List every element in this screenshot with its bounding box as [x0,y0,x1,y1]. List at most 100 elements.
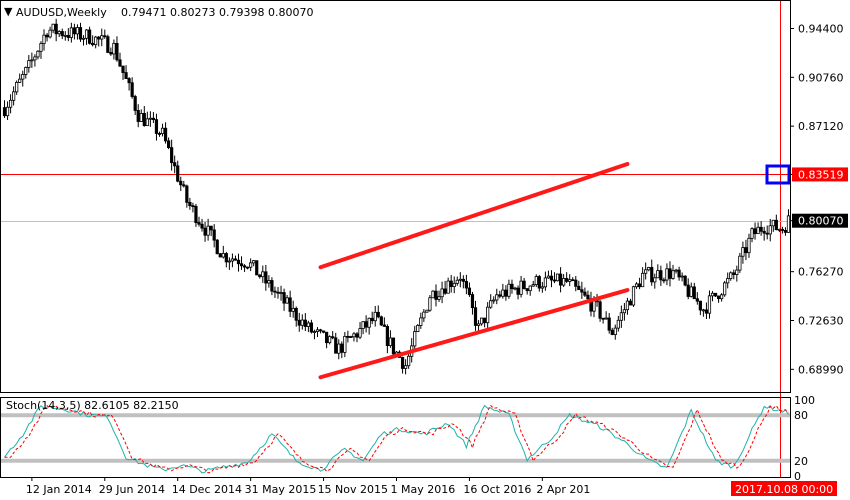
channel-upper-line[interactable] [318,161,630,270]
candle-body [130,82,134,97]
candle-body [167,140,171,148]
candle-body [54,23,58,35]
candle-body [145,118,149,127]
candle-body [492,299,496,302]
candle-body [139,113,143,122]
candle-body [334,337,338,354]
candle-body [331,336,335,339]
price-pane [0,0,791,477]
y-tick-label: 0.72630 [798,315,844,328]
candle-body [5,106,10,117]
candle-body [440,288,444,298]
candle-body [650,267,654,283]
candle-body [18,78,22,83]
candle-body [525,288,529,292]
candle-body [349,336,353,338]
candle-body [328,336,332,344]
symbol-title: AUDUSD,Weekly [16,6,107,19]
candle-body [604,317,608,320]
candle-body [157,133,162,135]
candle-body [185,185,189,203]
candle-body [36,50,40,58]
candle-body [458,278,462,281]
candle-body [385,326,389,347]
channel-lower-line[interactable] [318,288,630,380]
candle-body [203,227,207,236]
candle-body [218,253,222,258]
stoch-tick-label: 80 [794,409,808,422]
candle-body [619,312,623,321]
dropdown-arrow-icon[interactable]: ▼ [4,5,13,18]
candle-body [270,280,274,292]
candle-body [713,292,718,297]
candle-body [230,258,235,262]
candle-body [546,275,551,279]
candle-body [337,343,341,354]
time-badge-label: 2017.10.08 00:00 [735,483,833,496]
candle-body [163,127,168,142]
candle-body [151,117,156,120]
ohlc-values: 0.79471 0.80273 0.79398 0.80070 [121,6,313,19]
candle-body [735,269,739,275]
candle-body [723,282,727,296]
candle-body [343,335,347,353]
candle-body [136,110,140,122]
candle-body [641,272,645,288]
candle-body [127,78,131,84]
candle-body [48,29,52,38]
candle-body [680,275,684,278]
candle-body [744,247,748,254]
candle-body [24,67,28,75]
candle-body [212,229,216,241]
y-tick-label: 0.94400 [798,22,844,35]
candle-body [12,91,16,101]
candle-body [252,260,256,264]
candle-body [598,301,602,319]
candle-body [571,279,575,282]
candle-body [373,311,377,322]
candle-body [267,280,271,284]
candle-body [282,292,286,304]
candle-body [555,273,560,282]
candle-body [42,34,46,44]
candle-body [759,226,763,232]
candle-body [574,279,578,287]
intersection-box[interactable] [765,164,791,185]
candle-body [209,225,213,231]
candle-body [504,289,508,297]
candle-body [707,295,712,314]
candle-body [464,280,468,289]
candle-body [118,59,122,67]
x-tick-label: 15 Nov 2015 [318,483,388,496]
candle-body [613,327,617,335]
candle-body [452,282,456,288]
candle-body [498,294,502,297]
candle-body [273,290,277,293]
candle-body [57,31,61,35]
candle-body [443,288,447,294]
candle-body [176,165,180,182]
candle-body [774,219,778,231]
candle-body [358,328,362,338]
candle-body [631,286,636,306]
candle-body [634,283,639,288]
candle-body [300,319,304,326]
y-tick-label: 0.80070 [798,215,844,228]
candle-body [370,317,374,322]
candle-body [2,107,7,117]
candle-body [100,35,104,40]
candle-body [75,27,80,35]
candle-body [407,355,411,367]
candle-body [294,307,298,321]
candle-body [8,99,13,108]
stoch-tick-label: 0 [794,470,801,483]
candle-body [695,298,699,302]
candle-body [97,36,101,40]
candle-body [291,307,295,312]
candle-body [610,329,614,335]
stoch-title: Stoch(14,3,5) 82.6105 82.2150 [6,399,179,412]
candle-body [720,294,724,300]
candle-body [583,291,587,296]
candle-body [607,317,611,331]
candle-body [78,27,83,40]
